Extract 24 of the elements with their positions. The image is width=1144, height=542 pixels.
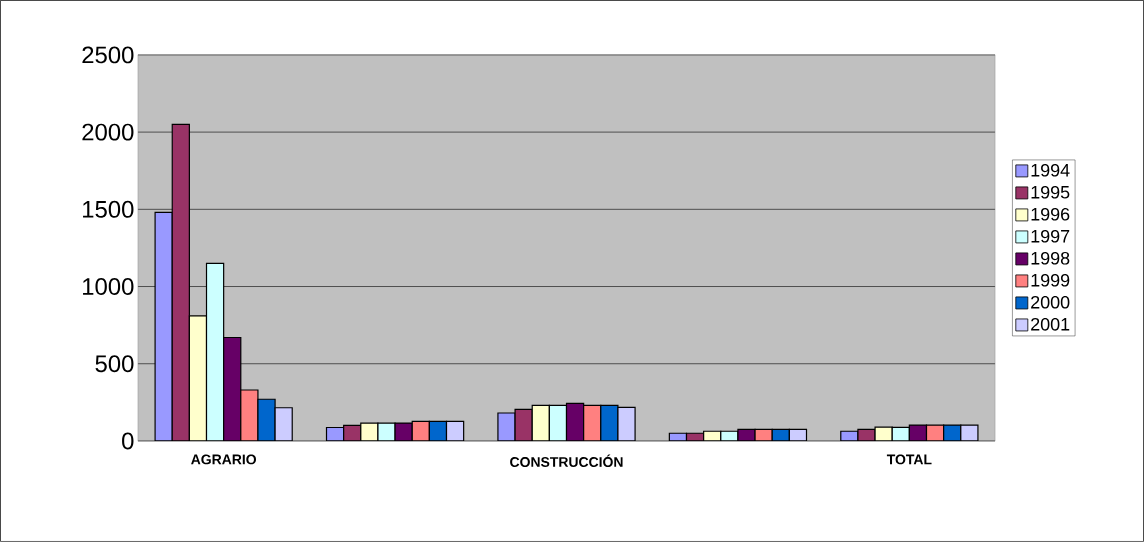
x-tick-label: TOTAL	[886, 454, 932, 465]
bar	[275, 407, 293, 442]
legend-label: 1998	[1031, 251, 1070, 265]
bar	[240, 390, 258, 442]
bar	[155, 212, 173, 442]
y-tick-label: 1500	[83, 200, 134, 218]
bar	[172, 124, 190, 442]
legend-label: 1994	[1031, 163, 1070, 177]
y-tick-label: 0	[122, 432, 134, 450]
legend-label: 1997	[1031, 229, 1070, 243]
bar	[223, 337, 241, 442]
legend-label: 1999	[1031, 273, 1070, 287]
y-tick-label: 2000	[82, 123, 134, 141]
legend-label: 1995	[1031, 185, 1070, 199]
x-tick-label: AGRARIO	[191, 454, 256, 465]
x-tick-label: CONSTRUCCIÓN	[510, 454, 623, 468]
bar	[189, 315, 207, 442]
legend-label: 2001	[1031, 317, 1070, 331]
y-tick-label: 500	[95, 355, 134, 373]
bar	[206, 263, 224, 442]
legend-label: 1996	[1031, 207, 1070, 221]
y-tick-label: 1000	[83, 278, 134, 296]
legend-label: 2000	[1031, 295, 1070, 309]
y-tick-label: 2500	[82, 46, 134, 64]
